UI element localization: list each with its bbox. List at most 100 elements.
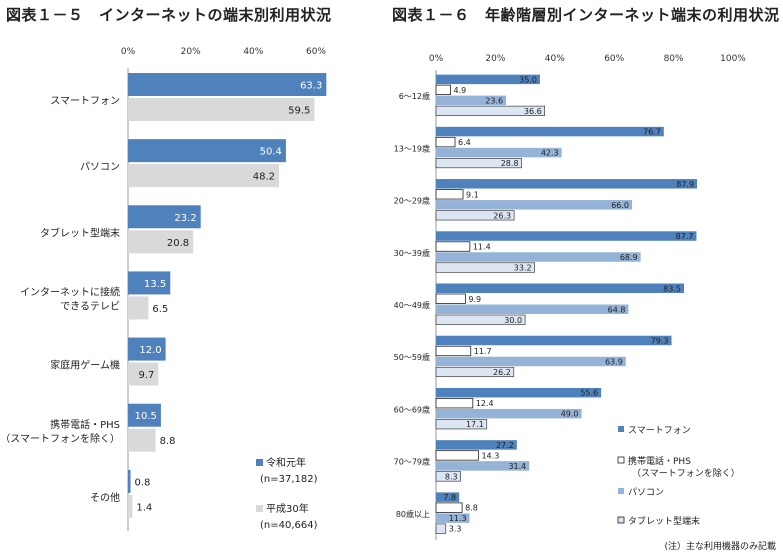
right-bar-value: 11.3 xyxy=(449,514,467,523)
left-bar-value: 13.5 xyxy=(144,279,166,290)
left-bar-value: 48.2 xyxy=(253,172,275,183)
left-bar-value: 50.4 xyxy=(260,147,282,158)
left-category-label: （スマートフォンを除く） xyxy=(0,432,120,445)
right-bar-value: 4.9 xyxy=(454,86,467,95)
right-bar-value: 3.3 xyxy=(449,525,462,534)
right-bar xyxy=(436,440,517,450)
right-chart-note: (注）主な利用機器のみ記載 xyxy=(664,540,776,552)
left-category-label: 家庭用ゲーム機 xyxy=(50,359,120,372)
left-bar xyxy=(128,494,133,518)
left-category-label: パソコン xyxy=(80,161,120,173)
right-category-label: 13～19歳 xyxy=(394,143,430,153)
right-bar-value: 68.9 xyxy=(620,253,638,262)
left-bar xyxy=(128,296,149,320)
right-x-tick: 80% xyxy=(664,54,684,64)
left-bar-value: 8.8 xyxy=(160,436,176,447)
right-category-label: 30～39歳 xyxy=(394,248,430,258)
right-legend-swatch xyxy=(617,456,625,464)
right-bar-value: 23.6 xyxy=(485,96,503,105)
left-category-label: スマートフォン xyxy=(50,96,120,107)
right-bar-value: 8.8 xyxy=(465,504,478,513)
right-bar xyxy=(435,314,526,325)
right-bar xyxy=(435,419,488,430)
right-bar-value: 11.7 xyxy=(474,347,492,356)
left-legend-swatch xyxy=(256,505,263,512)
right-bar xyxy=(435,241,471,252)
left-bar-value: 9.7 xyxy=(138,370,154,381)
left-category-label: できるテレビ xyxy=(60,301,120,313)
left-bar-value: 23.2 xyxy=(174,213,196,224)
left-bar-value: 0.8 xyxy=(135,477,151,488)
right-legend-label: （スマートフォンを除く） xyxy=(632,467,740,479)
right-category-label: 6～12歳 xyxy=(399,91,430,101)
right-bar xyxy=(436,126,664,137)
left-category-label: 携帯電話・PHS xyxy=(50,418,120,431)
right-bar xyxy=(436,304,629,314)
right-bar xyxy=(436,387,602,398)
left-bar-value: 20.8 xyxy=(167,238,189,249)
right-bar-value: 79.3 xyxy=(651,336,669,345)
left-category-label: インターネットに接続 xyxy=(20,286,120,299)
right-bar xyxy=(435,210,515,221)
right-legend-swatch xyxy=(617,516,625,524)
right-bar xyxy=(436,408,582,419)
right-bar xyxy=(436,461,530,471)
right-bar-value: 31.4 xyxy=(508,462,526,471)
right-legend-label: 携帯電話・PHS xyxy=(628,455,691,467)
right-bar-value: 6.4 xyxy=(458,138,471,147)
right-bar xyxy=(436,252,641,262)
right-bar xyxy=(436,74,540,85)
right-bar-value: 30.0 xyxy=(504,316,522,325)
left-bar xyxy=(128,337,166,361)
left-category-label: タブレット型端末 xyxy=(40,226,120,239)
right-bar xyxy=(436,356,626,367)
left-legend-label: 令和元年 xyxy=(266,456,306,469)
left-x-tick: 0% xyxy=(121,47,136,57)
left-bar xyxy=(128,205,201,229)
right-bar-value: 28.8 xyxy=(501,159,519,168)
right-bar-value: 8.3 xyxy=(445,472,458,481)
right-bar xyxy=(435,450,479,461)
right-bar-value: 83.5 xyxy=(663,284,681,293)
left-x-tick: 40% xyxy=(243,47,263,57)
right-bar xyxy=(435,366,515,378)
right-legend-swatch xyxy=(618,426,624,432)
left-bar-value: 63.3 xyxy=(300,81,322,92)
right-bar-value: 27.2 xyxy=(496,441,514,450)
right-x-tick: 40% xyxy=(545,54,565,64)
left-bar xyxy=(128,271,171,295)
right-bar-value: 66.0 xyxy=(611,201,629,210)
right-bar xyxy=(435,293,466,304)
right-bar xyxy=(436,492,460,502)
right-x-tick: 60% xyxy=(604,54,624,64)
right-bar xyxy=(435,262,535,273)
right-bar xyxy=(435,105,546,116)
left-bar-value: 59.5 xyxy=(288,106,310,117)
right-legend-label: タブレット型端末 xyxy=(628,515,700,527)
left-bar xyxy=(128,98,315,121)
right-bar xyxy=(435,502,463,513)
left-bar-value: 12.0 xyxy=(139,345,161,356)
right-bar-value: 12.4 xyxy=(476,399,494,408)
right-category-label: 20～29歳 xyxy=(394,196,430,206)
left-chart: 0% 20% 40% 60% スマートフォン 63.3 59.5 パソコン 50.4 48.2 タブ… xyxy=(0,47,326,531)
right-bar-value: 63.9 xyxy=(605,357,623,366)
left-bar xyxy=(128,164,280,188)
right-bar-value: 49.0 xyxy=(561,410,579,419)
right-category-label: 80歳以上 xyxy=(396,509,430,519)
right-bar-value: 14.3 xyxy=(481,451,499,460)
right-bar-value: 9.1 xyxy=(466,190,479,199)
left-x-tick: 60% xyxy=(306,47,326,57)
right-legend-swatch xyxy=(618,488,624,494)
left-legend-n: (n=40,664) xyxy=(260,520,318,531)
left-bar xyxy=(128,403,161,427)
right-bar xyxy=(435,158,522,169)
right-bar-value: 35.0 xyxy=(519,75,537,84)
right-chart: 0% 20% 40% 60% 80% 100% 6～12歳 35.0 4.9 23.6 36.6 13… xyxy=(394,54,776,552)
right-category-label: 50～59歳 xyxy=(394,352,430,362)
left-bar-value: 10.5 xyxy=(135,411,157,422)
right-bar xyxy=(436,200,633,210)
left-bar xyxy=(128,469,131,493)
right-bar xyxy=(435,471,461,482)
